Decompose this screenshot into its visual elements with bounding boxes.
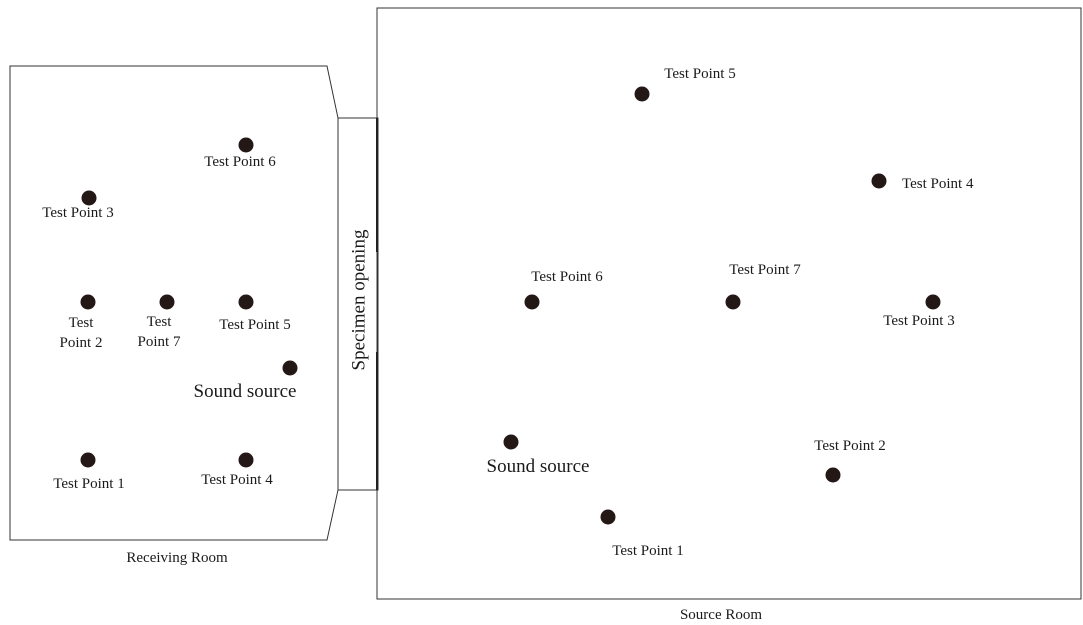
receiving-room-caption: Receiving Room — [126, 550, 228, 566]
specimen-opening-label: Specimen opening — [348, 229, 369, 370]
src-test-point-5-marker — [634, 86, 650, 102]
specimen-opening-frame — [337, 117, 379, 491]
src-test-point-7-label: Test Point 7 — [729, 262, 801, 278]
src-test-point-1-label: Test Point 1 — [612, 543, 683, 559]
src-test-point-4-marker — [871, 173, 887, 189]
recv-test-point-7-label-line1: Test — [147, 314, 173, 330]
recv-test-point-2-marker — [80, 294, 96, 310]
src-test-point-2-marker — [825, 467, 841, 483]
src-test-point-6-marker — [524, 294, 540, 310]
src-test-point-4-label: Test Point 4 — [902, 176, 974, 192]
recv-test-point-1-marker — [80, 452, 96, 468]
src-test-point-2-label: Test Point 2 — [814, 438, 885, 454]
recv-test-point-2-label-line2: Point 2 — [60, 335, 103, 351]
src-test-point-3-marker — [925, 294, 941, 310]
src-test-point-6-label: Test Point 6 — [531, 269, 603, 285]
recv-sound-source-label: Sound source — [194, 381, 297, 402]
src-sound-source-label: Sound source — [487, 456, 590, 477]
src-test-point-1-marker — [600, 509, 616, 525]
recv-sound-source-marker — [282, 360, 298, 376]
src-sound-source-marker — [503, 434, 519, 450]
recv-test-point-3-marker — [81, 190, 97, 206]
recv-test-point-5-label: Test Point 5 — [219, 317, 290, 333]
recv-test-point-1-label: Test Point 1 — [53, 476, 124, 492]
recv-test-point-3-label: Test Point 3 — [42, 205, 113, 221]
recv-test-point-7-label-line2: Point 7 — [138, 334, 181, 350]
recv-test-point-6-label: Test Point 6 — [204, 154, 276, 170]
recv-test-point-7-marker — [159, 294, 175, 310]
recv-test-point-4-marker — [238, 452, 254, 468]
recv-test-point-2-label-line1: Test — [69, 315, 95, 331]
recv-test-point-4-label: Test Point 4 — [201, 472, 273, 488]
source-room-outline — [376, 7, 1082, 600]
recv-test-point-5-marker — [238, 294, 254, 310]
src-test-point-7-marker — [725, 294, 741, 310]
recv-test-point-6-marker — [238, 137, 254, 153]
src-test-point-3-label: Test Point 3 — [883, 313, 954, 329]
src-test-point-5-label: Test Point 5 — [664, 66, 735, 82]
source-room-caption: Source Room — [680, 607, 762, 623]
